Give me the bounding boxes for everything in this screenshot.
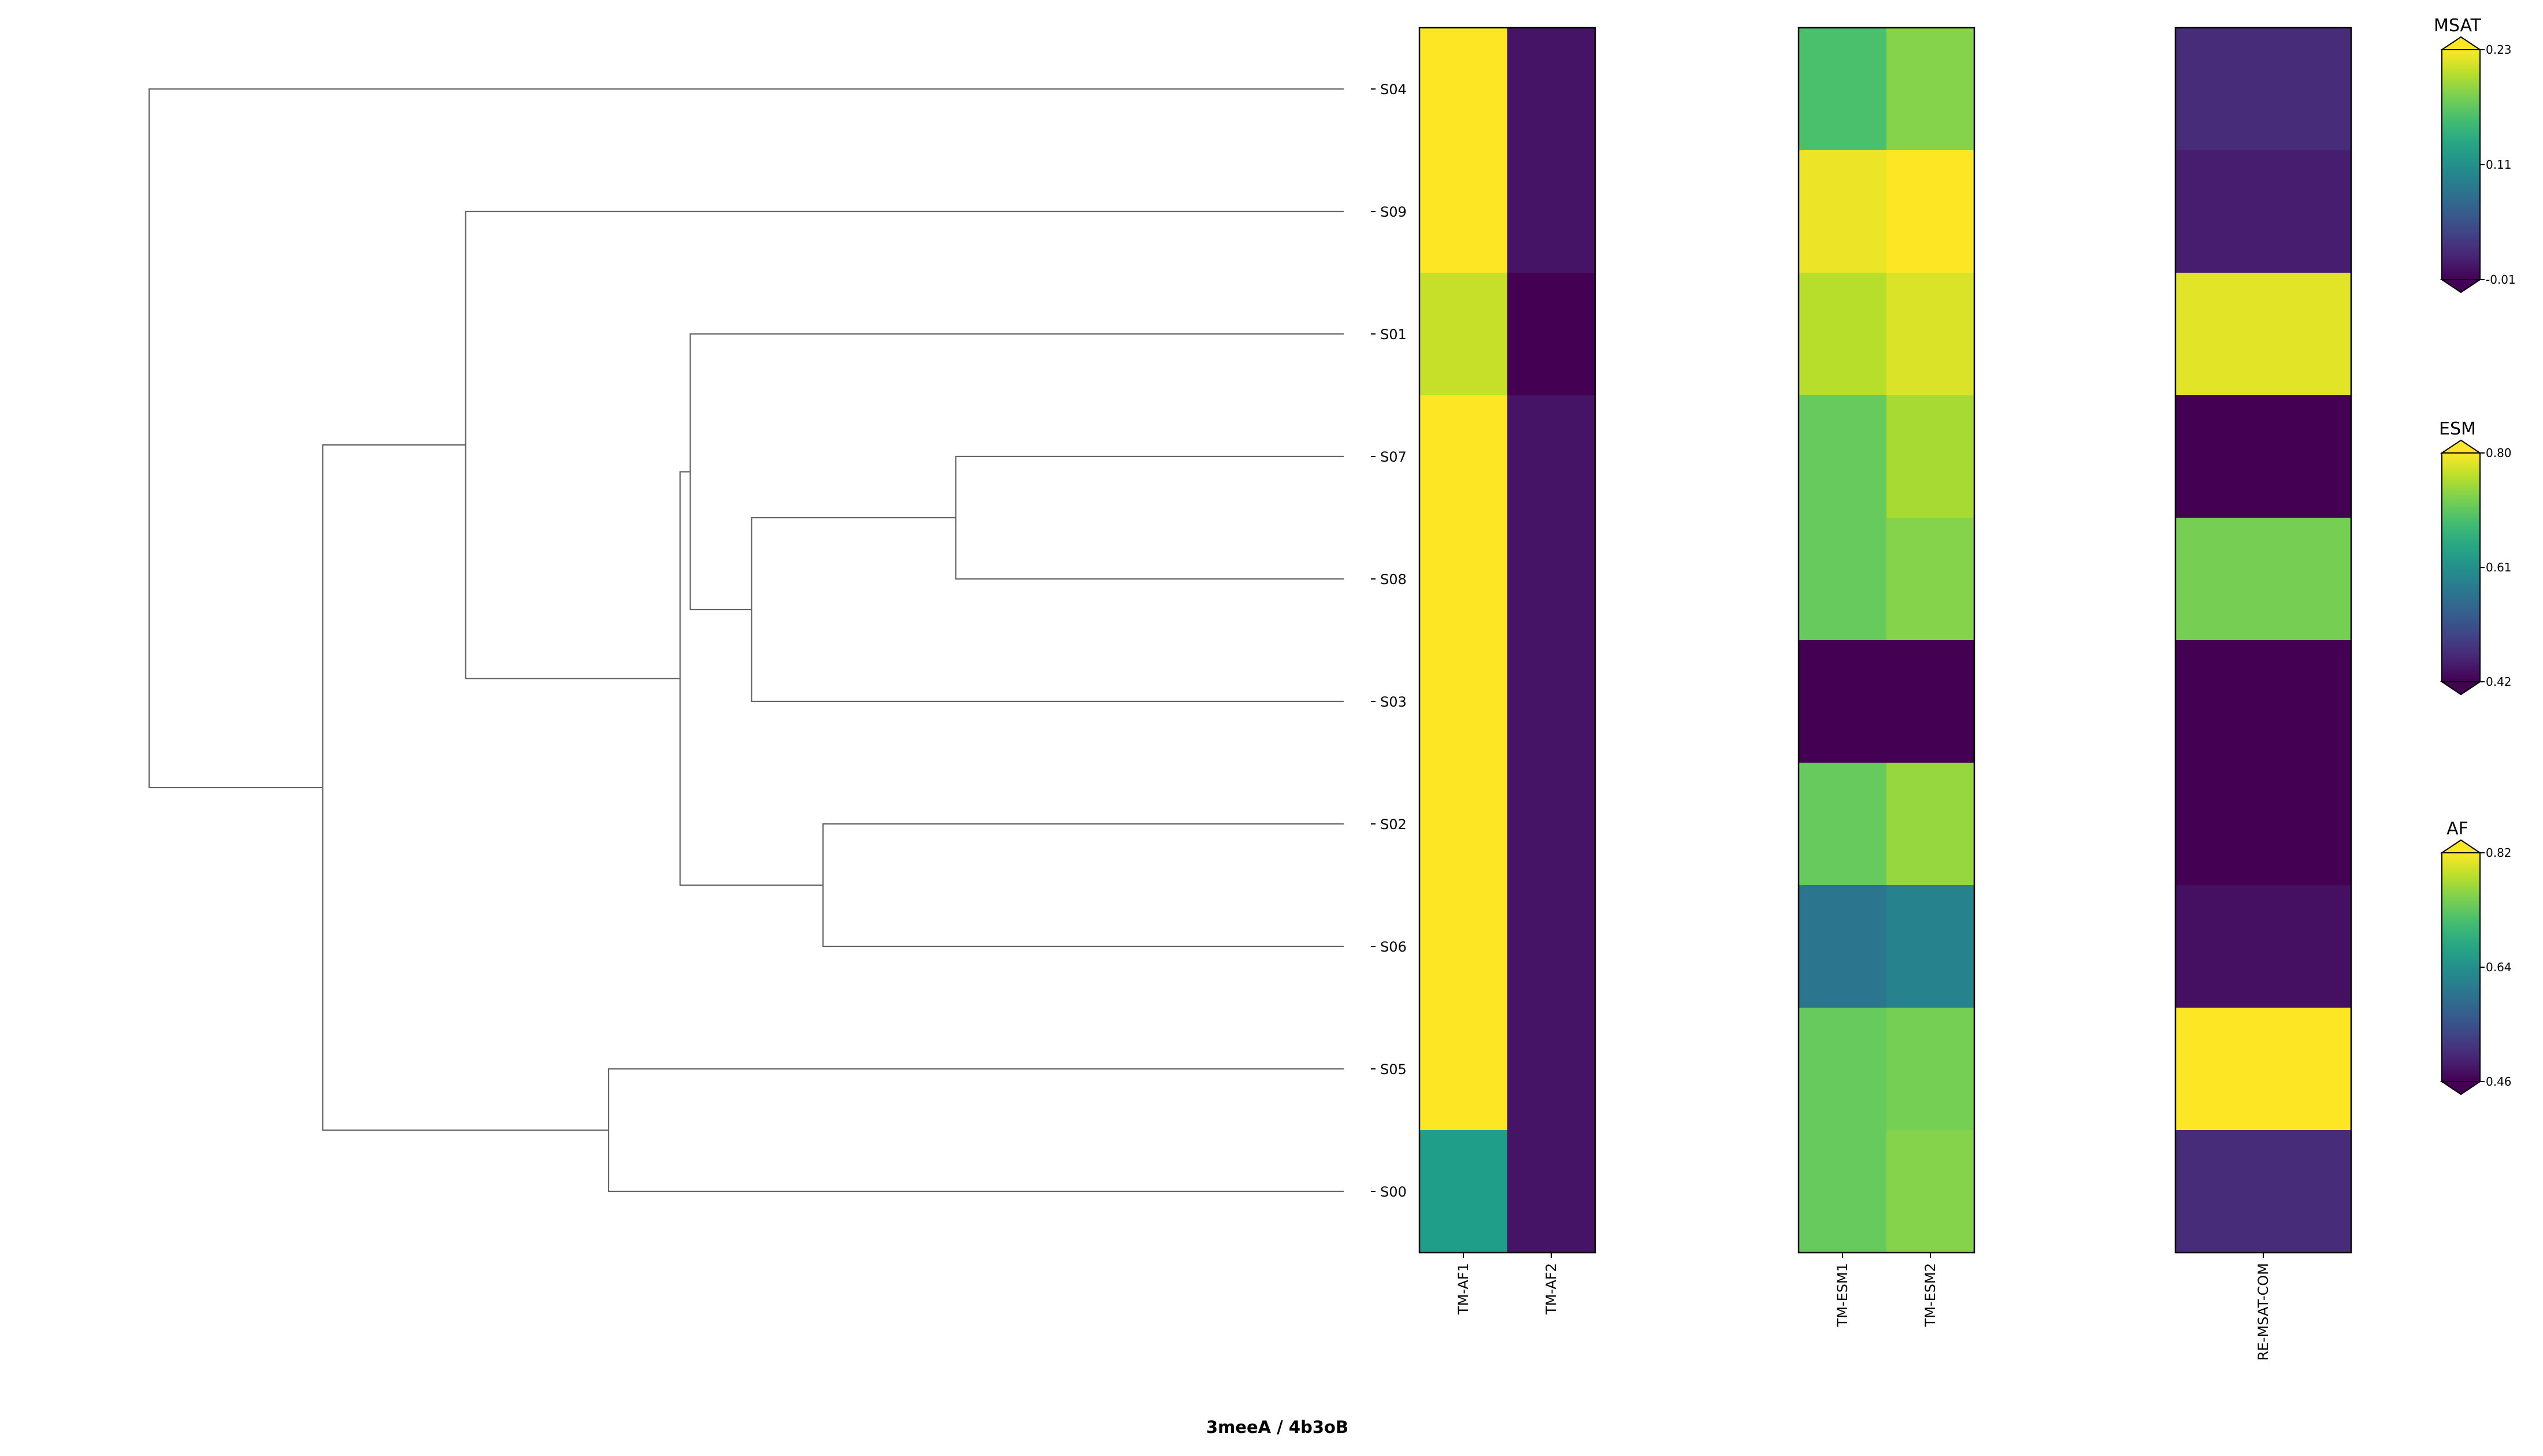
heatmap-cell bbox=[1507, 395, 1596, 518]
row-label-s02: S02 bbox=[1380, 816, 1407, 833]
heatmap-cell bbox=[1507, 763, 1596, 886]
heatmap-cell bbox=[1419, 640, 1508, 763]
panel-border bbox=[1797, 27, 1975, 1254]
column-label-tm-af1: TM-AF1 bbox=[1455, 1263, 1471, 1315]
heatmap-cell bbox=[1886, 518, 1975, 641]
chart-title: 3meeA / 4b3oB bbox=[1206, 1417, 1348, 1437]
heatmap-panel-esm bbox=[1797, 27, 1975, 1254]
colorbar-gradient bbox=[2441, 452, 2481, 682]
row-label-s09: S09 bbox=[1380, 204, 1407, 220]
heatmap-cell bbox=[1419, 518, 1508, 641]
row-label-s03: S03 bbox=[1380, 694, 1407, 710]
colorbar-tick-label: 0.82 bbox=[2486, 846, 2512, 860]
heatmap-cell bbox=[1419, 1008, 1508, 1131]
colorbar-af: AF 0.82 0.64 0.46 bbox=[2440, 819, 2512, 1095]
heatmap-cell bbox=[1886, 763, 1975, 886]
heatmap-cell bbox=[1799, 395, 1887, 518]
row-labels: S04 S09 S01 S07 S08 S03 S02 S06 S05 S00 bbox=[1371, 81, 1407, 1200]
heatmap-panels bbox=[1418, 27, 2352, 1254]
heatmap-cell bbox=[1886, 395, 1975, 518]
heatmap-cell bbox=[1799, 885, 1887, 1008]
column-label-tm-esm1: TM-ESM1 bbox=[1834, 1263, 1851, 1327]
heatmap-cell bbox=[1419, 885, 1508, 1008]
heatmap-cell bbox=[1419, 1130, 1508, 1253]
heatmap-cell bbox=[1886, 273, 1975, 396]
column-labels: TM-AF1 TM-AF2 TM-ESM1 TM-ESM2 RE-MSAT-COM bbox=[1455, 1253, 2271, 1361]
heatmap-cell bbox=[1886, 885, 1975, 1008]
heatmap-cell bbox=[1799, 1130, 1887, 1253]
heatmap-cell bbox=[1507, 885, 1596, 1008]
column-label-re-msat-com: RE-MSAT-COM bbox=[2255, 1263, 2271, 1361]
heatmap-cell bbox=[1886, 640, 1975, 763]
row-label-s07: S07 bbox=[1380, 449, 1407, 465]
heatmap-cell bbox=[1799, 28, 1887, 151]
heatmap-cell bbox=[1799, 640, 1887, 763]
row-label-s05: S05 bbox=[1380, 1061, 1407, 1078]
colorbar-tick-label: 0.42 bbox=[2486, 675, 2512, 689]
heatmap-cell bbox=[2175, 150, 2352, 273]
heatmap-cell bbox=[1419, 763, 1508, 886]
heatmap-cell bbox=[1799, 763, 1887, 886]
heatmap-cell bbox=[2175, 518, 2352, 641]
heatmap-cell bbox=[1886, 28, 1975, 151]
colorbar-tick-label: 0.46 bbox=[2486, 1075, 2512, 1089]
panel-border bbox=[1418, 27, 1596, 1254]
heatmap-cell bbox=[2175, 640, 2352, 763]
colorbar-tick-label: 0.61 bbox=[2486, 560, 2512, 574]
heatmap-cell bbox=[1507, 28, 1596, 151]
heatmap-cell bbox=[1799, 518, 1887, 641]
row-dendrogram bbox=[148, 88, 1344, 1193]
heatmap-cell bbox=[1419, 28, 1508, 151]
heatmap-cell bbox=[2175, 28, 2352, 151]
row-label-s06: S06 bbox=[1380, 939, 1407, 955]
row-label-s01: S01 bbox=[1380, 326, 1407, 343]
heatmap-cell bbox=[1799, 1008, 1887, 1131]
column-label-tm-esm2: TM-ESM2 bbox=[1922, 1263, 1938, 1327]
colorbars: MSAT 0.23 0.11 -0.01 ESM 0.80 0.61 0.42 AF 0.82 0.… bbox=[2434, 16, 2516, 1095]
dendrogram-link bbox=[465, 210, 1344, 679]
colorbar-title: AF bbox=[2446, 819, 2468, 839]
colorbar-esm: ESM 0.80 0.61 0.42 bbox=[2439, 419, 2512, 696]
dendrogram-link bbox=[955, 455, 1344, 580]
heatmap-cell bbox=[2175, 1130, 2352, 1253]
heatmap-cell bbox=[2175, 763, 2352, 886]
heatmap-cell bbox=[1799, 273, 1887, 396]
heatmap-cell bbox=[1507, 518, 1596, 641]
colorbar-gradient bbox=[2441, 852, 2481, 1082]
heatmap-cell bbox=[2175, 273, 2352, 396]
row-label-s04: S04 bbox=[1380, 81, 1407, 98]
dendrogram-link bbox=[148, 88, 1344, 789]
heatmap-cell bbox=[2175, 885, 2352, 1008]
heatmap-panel-msat bbox=[2174, 27, 2352, 1254]
heatmap-cell bbox=[1419, 273, 1508, 396]
heatmap-cell bbox=[2175, 395, 2352, 518]
heatmap-cell bbox=[1507, 273, 1596, 396]
heatmap-cell bbox=[1886, 1008, 1975, 1131]
colorbar-tick-label: 0.11 bbox=[2486, 158, 2512, 172]
colorbar-title: MSAT bbox=[2434, 16, 2482, 36]
colorbar-tick-label: -0.01 bbox=[2486, 273, 2516, 287]
heatmap-cell bbox=[1507, 1130, 1596, 1253]
heatmap-cell bbox=[1886, 1130, 1975, 1253]
heatmap-cell bbox=[1507, 150, 1596, 273]
heatmap-cell bbox=[1507, 640, 1596, 763]
heatmap-cell bbox=[1886, 150, 1975, 273]
column-label-tm-af2: TM-AF2 bbox=[1543, 1263, 1559, 1315]
row-label-s00: S00 bbox=[1380, 1184, 1407, 1200]
dendrogram-link bbox=[679, 471, 823, 886]
colorbar-tick-label: 0.23 bbox=[2486, 43, 2512, 57]
colorbar-tick-label: 0.64 bbox=[2486, 960, 2512, 974]
colorbar-tick-label: 0.80 bbox=[2486, 446, 2512, 460]
row-label-s08: S08 bbox=[1380, 571, 1407, 588]
heatmap-cell bbox=[1799, 150, 1887, 273]
heatmap-cell bbox=[1419, 395, 1508, 518]
colorbar-msat: MSAT 0.23 0.11 -0.01 bbox=[2434, 16, 2516, 294]
heatmap-cell bbox=[1419, 150, 1508, 273]
heatmap-panel-af bbox=[1418, 27, 1596, 1254]
heatmap-cell bbox=[1507, 1008, 1596, 1131]
colorbar-gradient bbox=[2441, 49, 2481, 280]
heatmap-cell bbox=[2175, 1008, 2352, 1131]
colorbar-title: ESM bbox=[2439, 419, 2476, 439]
